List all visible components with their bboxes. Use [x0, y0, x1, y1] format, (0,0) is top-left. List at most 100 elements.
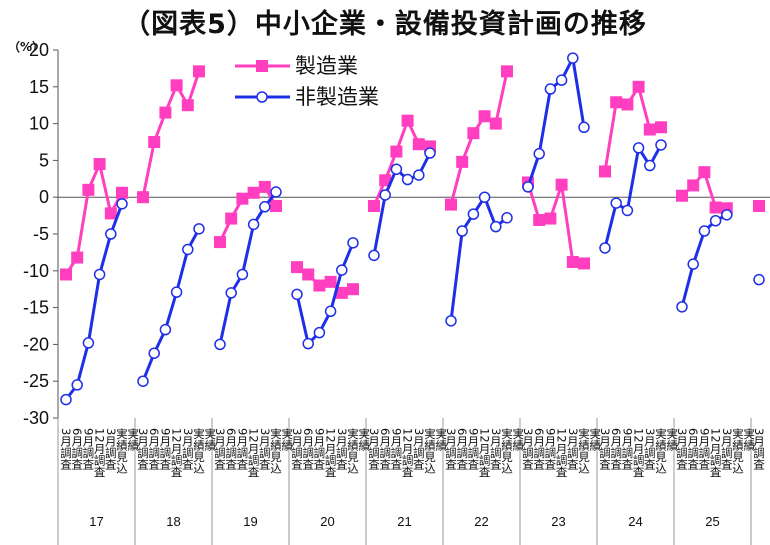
data-point-manufacturing — [709, 201, 722, 214]
x-category-label: 6月調査 — [70, 428, 84, 470]
data-point-non-manufacturing — [555, 74, 568, 86]
x-category-label: 3月調査 — [367, 428, 381, 470]
data-point-manufacturing — [467, 127, 480, 140]
data-point-non-manufacturing — [424, 147, 436, 159]
data-point-manufacturing — [270, 200, 282, 213]
data-point-manufacturing — [159, 106, 172, 119]
data-point-manufacturing — [501, 65, 513, 78]
data-point-non-manufacturing — [236, 268, 249, 281]
y-tick-label: 20 — [29, 40, 49, 60]
x-category-label: 12月調査 — [93, 428, 107, 477]
x-year-label: 24 — [628, 514, 642, 529]
series-line-manufacturing — [449, 71, 509, 205]
data-point-manufacturing — [247, 186, 260, 199]
data-point-non-manufacturing — [270, 186, 282, 198]
x-category-label: 9月調査 — [158, 428, 172, 470]
data-point-non-manufacturing — [313, 326, 326, 339]
x-category-label: 9月調査 — [543, 428, 557, 470]
y-tick-label: -20 — [23, 334, 49, 354]
data-point-non-manufacturing — [347, 237, 359, 249]
data-point-non-manufacturing — [324, 305, 337, 318]
data-point-non-manufacturing — [401, 173, 414, 186]
x-category-label: 3月調査 — [643, 428, 657, 470]
x-category-label: 実績 — [742, 427, 756, 452]
data-point-non-manufacturing — [467, 208, 480, 220]
data-point-non-manufacturing — [445, 315, 457, 327]
data-point-manufacturing — [148, 136, 161, 148]
data-point-non-manufacturing — [599, 242, 611, 254]
data-point-manufacturing — [533, 214, 546, 227]
data-point-manufacturing — [610, 96, 623, 109]
x-category-label: 実績見込 — [500, 427, 514, 474]
data-point-manufacturing — [193, 65, 205, 78]
data-point-non-manufacturing — [82, 337, 95, 349]
y-tick-label: -15 — [23, 298, 49, 318]
data-point-manufacturing — [544, 212, 557, 225]
x-category-label: 実績 — [434, 427, 448, 452]
data-point-non-manufacturing — [93, 268, 106, 281]
x-category-label: 実績見込 — [423, 427, 437, 474]
data-point-manufacturing — [621, 98, 634, 111]
data-point-manufacturing — [324, 275, 337, 288]
data-point-non-manufacturing — [687, 258, 699, 270]
x-category-label: 実績 — [126, 427, 140, 452]
x-category-label: 実績 — [511, 427, 525, 452]
y-tick-label: -5 — [33, 224, 49, 244]
data-point-non-manufacturing — [655, 139, 667, 151]
data-point-manufacturing — [225, 212, 238, 225]
x-category-label: 3月調査 — [675, 428, 689, 470]
data-point-manufacturing — [698, 166, 711, 179]
x-category-label: 6月調査 — [686, 428, 700, 470]
y-axis-unit-label: （%） — [8, 40, 45, 54]
x-category-label: 実績 — [357, 427, 371, 452]
y-tick-label: 15 — [29, 77, 49, 97]
data-point-manufacturing — [104, 207, 117, 220]
data-point-non-manufacturing — [159, 323, 172, 336]
data-point-manufacturing — [379, 174, 392, 187]
data-point-non-manufacturing — [544, 83, 557, 95]
data-point-non-manufacturing — [490, 220, 502, 233]
data-point-manufacturing — [291, 261, 303, 274]
x-category-label: 実績見込 — [115, 427, 129, 474]
data-point-non-manufacturing — [578, 121, 590, 134]
data-point-non-manufacturing — [368, 249, 380, 262]
x-year-label: 22 — [474, 514, 488, 529]
data-point-non-manufacturing — [214, 338, 226, 351]
data-point-manufacturing — [390, 145, 403, 158]
x-category-label: 6月調査 — [532, 428, 546, 470]
data-point-manufacturing — [313, 279, 326, 292]
data-point-non-manufacturing — [456, 225, 468, 237]
data-point-non-manufacturing — [522, 181, 534, 193]
x-category-label: 3月調査 — [136, 428, 150, 470]
data-point-non-manufacturing — [721, 209, 733, 221]
legend-marker-manufacturing — [256, 60, 268, 72]
x-category-label: 6月調査 — [301, 428, 315, 470]
x-category-label: 実績 — [665, 427, 679, 452]
data-point-non-manufacturing — [533, 148, 545, 160]
x-year-label: 18 — [166, 514, 180, 529]
data-point-non-manufacturing — [379, 189, 391, 201]
chart-title: （図表5）中小企業・設備投資計画の推移 — [123, 9, 647, 40]
data-point-non-manufacturing — [413, 169, 425, 181]
data-point-manufacturing — [60, 268, 72, 281]
x-category-label: 6月調査 — [609, 428, 623, 470]
x-category-label: 9月調査 — [81, 428, 95, 470]
legend-label-1: 非製造業 — [295, 85, 379, 109]
data-point-manufacturing — [753, 200, 765, 213]
x-category-label: 実績見込 — [269, 427, 283, 474]
data-point-manufacturing — [137, 191, 149, 204]
data-point-non-manufacturing — [60, 393, 72, 406]
y-tick-label: -10 — [23, 261, 49, 281]
x-year-label: 21 — [397, 514, 411, 529]
x-category-label: 12月調査 — [401, 428, 415, 477]
data-point-non-manufacturing — [170, 286, 183, 298]
x-category-label: 3月調査 — [104, 428, 118, 470]
x-category-label: 3月調査 — [566, 428, 580, 470]
y-tick-label: -30 — [23, 408, 49, 428]
x-category-label: 3月調査 — [412, 428, 426, 470]
data-point-manufacturing — [445, 198, 457, 211]
data-point-non-manufacturing — [302, 337, 314, 350]
data-point-manufacturing — [655, 121, 667, 134]
data-point-manufacturing — [236, 192, 249, 205]
